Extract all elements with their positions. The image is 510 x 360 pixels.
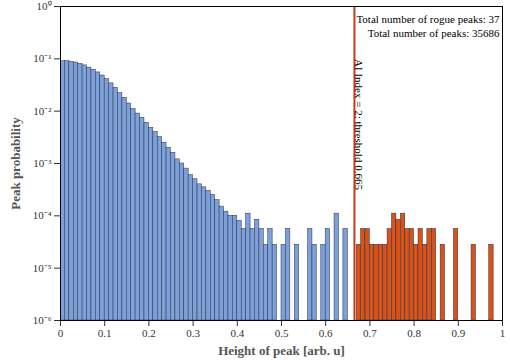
svg-text:10⁻¹: 10⁻¹ bbox=[33, 52, 51, 64]
svg-text:0.1: 0.1 bbox=[98, 327, 112, 339]
svg-text:0.8: 0.8 bbox=[407, 327, 421, 339]
svg-text:10⁻⁴: 10⁻⁴ bbox=[33, 209, 52, 221]
svg-text:0.2: 0.2 bbox=[142, 327, 156, 339]
svg-text:AI Index = 2: threshold 0.665: AI Index = 2: threshold 0.665 bbox=[353, 59, 365, 190]
svg-text:10⁻⁵: 10⁻⁵ bbox=[33, 262, 52, 274]
svg-text:10⁻⁶: 10⁻⁶ bbox=[33, 314, 52, 326]
svg-text:0.6: 0.6 bbox=[319, 327, 333, 339]
svg-text:10⁻³: 10⁻³ bbox=[33, 157, 52, 169]
svg-text:0.4: 0.4 bbox=[230, 327, 244, 339]
svg-text:10⁻²: 10⁻² bbox=[33, 105, 52, 117]
svg-text:Peak probability: Peak probability bbox=[8, 117, 23, 210]
svg-text:0.9: 0.9 bbox=[451, 327, 465, 339]
svg-text:0.5: 0.5 bbox=[275, 327, 289, 339]
svg-text:Height of peak [arb. u]: Height of peak [arb. u] bbox=[218, 343, 345, 358]
svg-text:Total number of peaks: 35686: Total number of peaks: 35686 bbox=[368, 27, 500, 39]
svg-text:1: 1 bbox=[500, 327, 506, 339]
svg-text:0.3: 0.3 bbox=[186, 327, 200, 339]
svg-text:Total number of rogue peaks: 3: Total number of rogue peaks: 37 bbox=[356, 13, 500, 25]
svg-text:0.7: 0.7 bbox=[363, 327, 377, 339]
svg-text:10⁰: 10⁰ bbox=[37, 0, 52, 12]
svg-text:0: 0 bbox=[58, 327, 64, 339]
